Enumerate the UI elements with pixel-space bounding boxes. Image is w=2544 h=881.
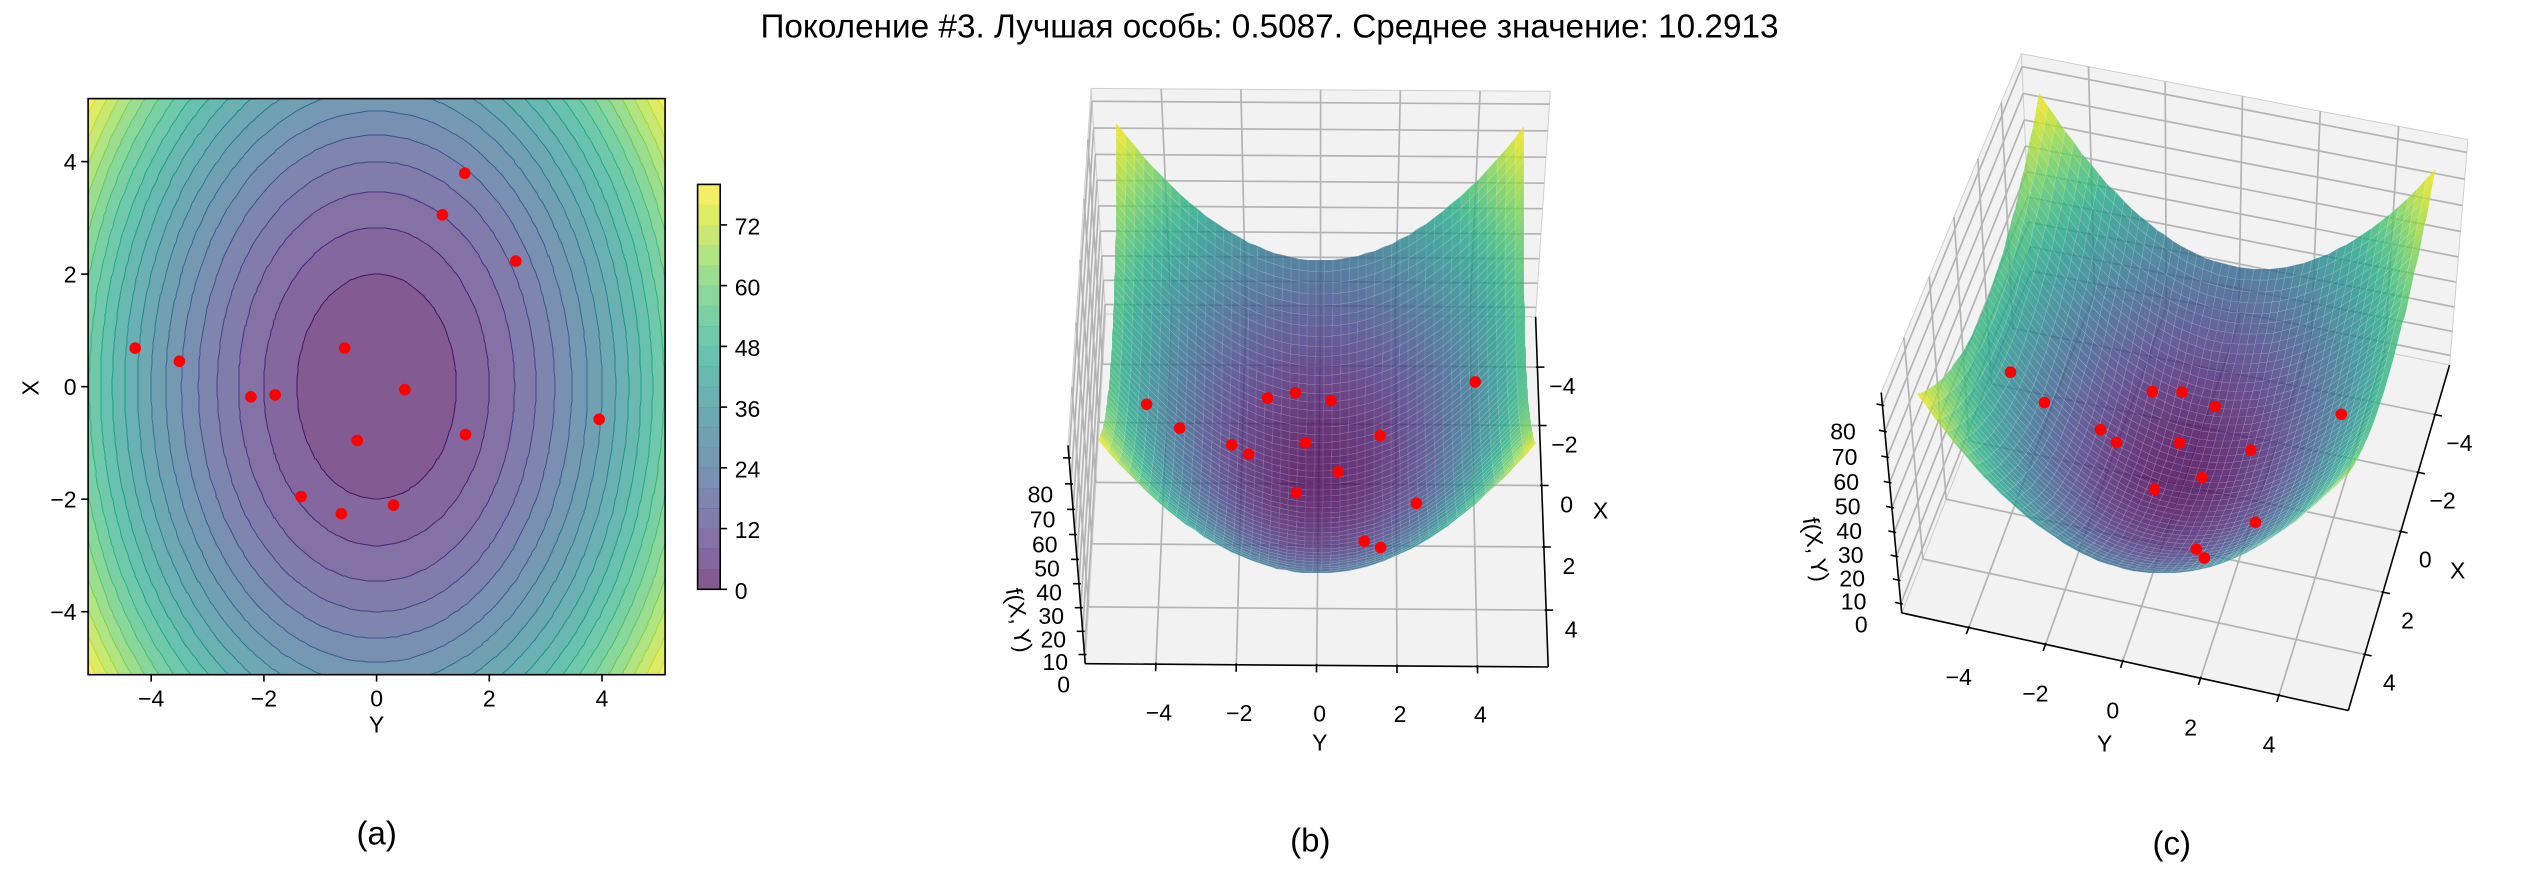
svg-text:0: 0: [370, 686, 383, 712]
svg-text:Y: Y: [1312, 730, 1327, 756]
svg-text:70: 70: [1030, 507, 1056, 533]
svg-text:−4: −4: [1549, 373, 1575, 399]
svg-text:4: 4: [1565, 616, 1578, 642]
svg-text:0: 0: [1855, 611, 1868, 637]
svg-text:0: 0: [1313, 701, 1326, 727]
svg-text:−2: −2: [2429, 488, 2455, 514]
svg-text:Y: Y: [369, 711, 384, 737]
svg-text:−2: −2: [1226, 700, 1252, 726]
svg-text:−4: −4: [138, 686, 164, 712]
svg-text:−4: −4: [50, 599, 76, 625]
svg-text:X: X: [1593, 497, 1608, 523]
svg-text:10: 10: [1841, 589, 1867, 615]
svg-text:80: 80: [1028, 482, 1054, 508]
svg-text:(b): (b): [1290, 822, 1330, 859]
svg-text:48: 48: [735, 335, 761, 361]
svg-text:Y: Y: [2097, 731, 2112, 757]
svg-text:24: 24: [735, 457, 761, 483]
svg-text:(c): (c): [2153, 825, 2191, 862]
svg-text:2: 2: [2401, 607, 2414, 633]
svg-text:60: 60: [735, 274, 761, 300]
svg-text:0: 0: [1560, 492, 1573, 518]
svg-text:50: 50: [1034, 556, 1060, 582]
svg-text:4: 4: [2263, 732, 2276, 758]
svg-text:2: 2: [64, 261, 77, 287]
svg-text:−2: −2: [50, 486, 76, 512]
svg-text:2: 2: [2184, 714, 2197, 740]
svg-text:−4: −4: [2446, 430, 2472, 456]
svg-text:0: 0: [735, 578, 748, 604]
svg-text:0: 0: [2419, 547, 2432, 573]
svg-text:36: 36: [735, 396, 761, 422]
svg-text:20: 20: [1839, 565, 1865, 591]
svg-text:4: 4: [2383, 670, 2396, 696]
svg-text:60: 60: [1032, 531, 1058, 557]
svg-text:72: 72: [735, 214, 761, 240]
svg-text:−2: −2: [251, 686, 277, 712]
svg-text:40: 40: [1836, 518, 1862, 544]
svg-text:60: 60: [1833, 469, 1859, 495]
svg-text:10: 10: [1043, 649, 1069, 675]
svg-text:−4: −4: [1146, 699, 1172, 725]
svg-text:0: 0: [1057, 672, 1070, 698]
svg-text:0: 0: [64, 374, 77, 400]
svg-text:(a): (a): [357, 815, 397, 852]
svg-text:40: 40: [1036, 580, 1062, 606]
svg-text:4: 4: [596, 686, 609, 712]
svg-text:30: 30: [1838, 542, 1864, 568]
svg-text:30: 30: [1038, 603, 1064, 629]
svg-text:X: X: [18, 380, 44, 395]
svg-text:−2: −2: [2022, 681, 2048, 707]
svg-text:12: 12: [735, 517, 761, 543]
svg-text:4: 4: [1474, 702, 1487, 728]
svg-text:−4: −4: [1946, 664, 1972, 690]
svg-text:2: 2: [483, 686, 496, 712]
svg-text:4: 4: [64, 149, 77, 175]
svg-text:X: X: [2450, 558, 2465, 584]
svg-text:Поколение #3. Лучшая особь: 0.: Поколение #3. Лучшая особь: 0.5087. Сред…: [760, 8, 1778, 45]
svg-text:−2: −2: [1551, 432, 1577, 458]
svg-text:2: 2: [1394, 701, 1407, 727]
svg-text:80: 80: [1830, 418, 1856, 444]
svg-text:50: 50: [1835, 494, 1861, 520]
svg-text:20: 20: [1041, 626, 1067, 652]
svg-text:2: 2: [1563, 553, 1576, 579]
svg-text:0: 0: [2106, 697, 2119, 723]
svg-text:70: 70: [1832, 444, 1858, 470]
